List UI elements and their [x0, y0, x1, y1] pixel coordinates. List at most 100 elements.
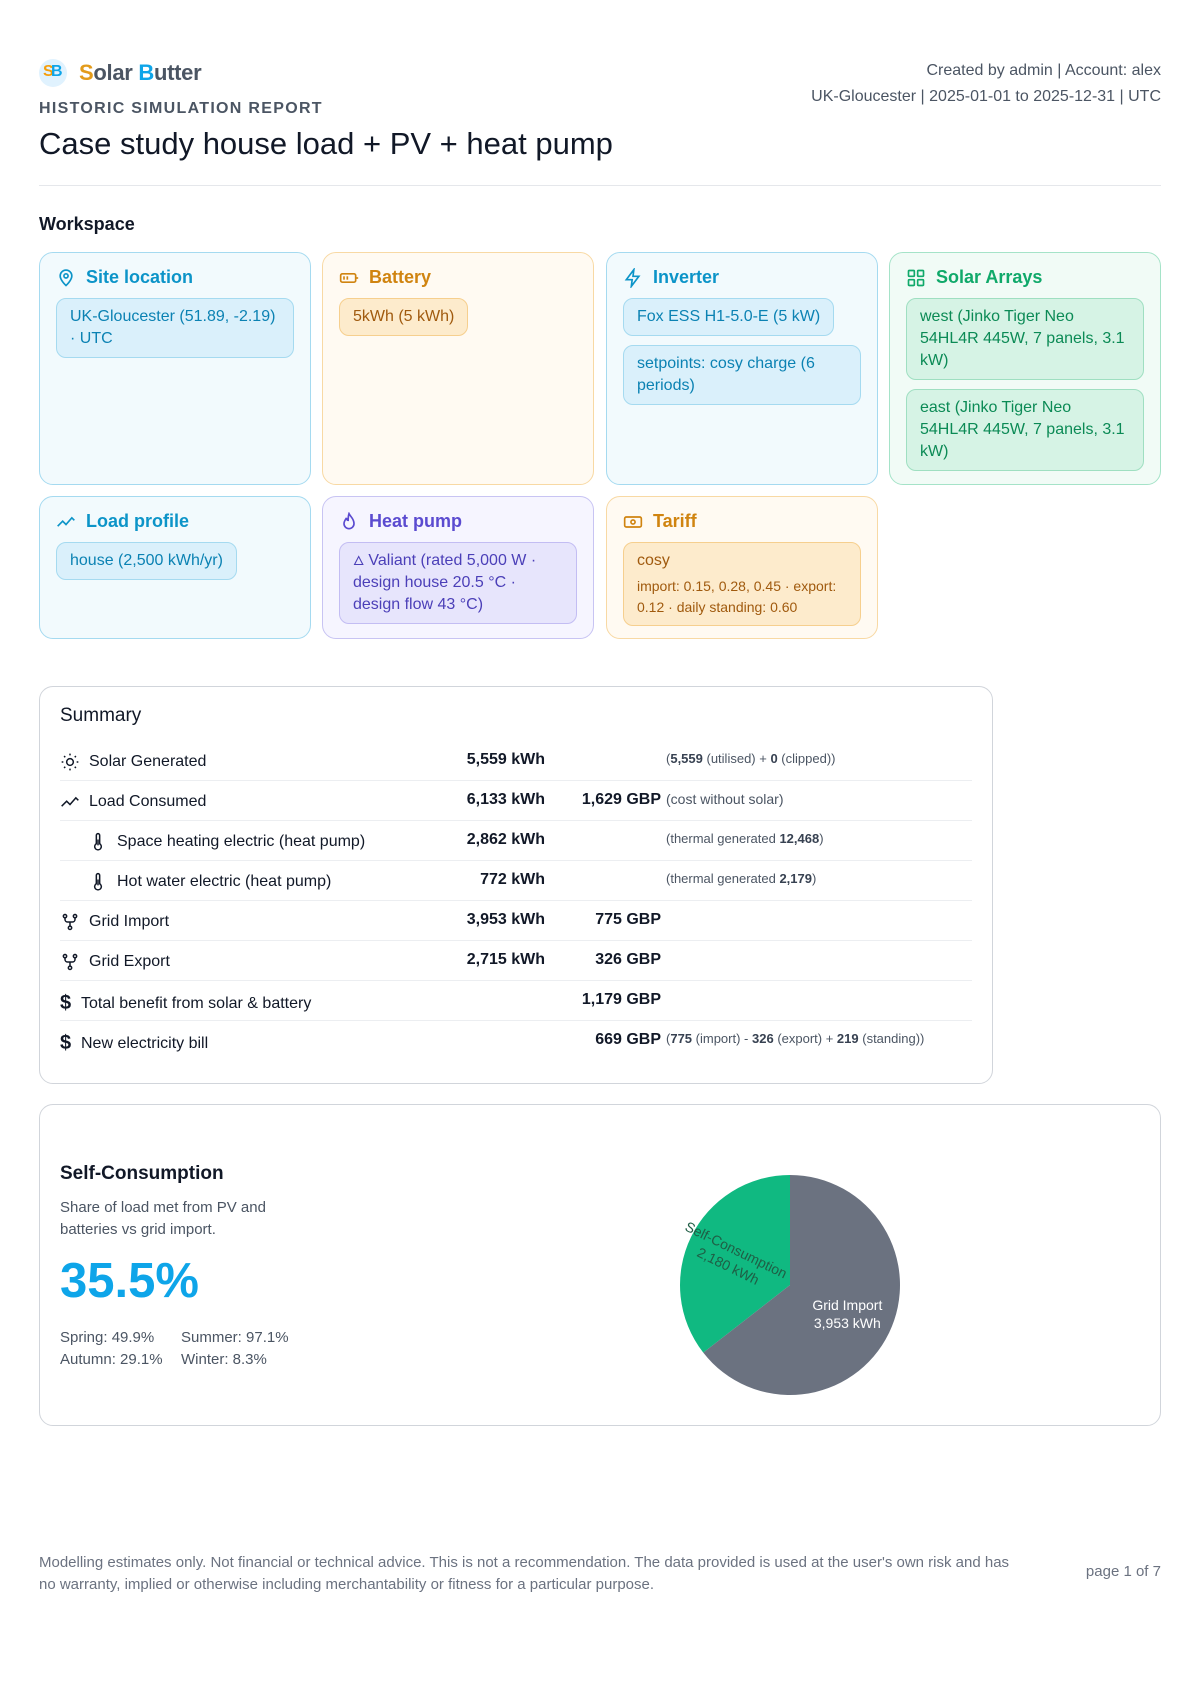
self-consumption-percent: 35.5% — [60, 1254, 199, 1308]
row-kwh: 5,559 kWh — [466, 751, 545, 768]
battery-chip: 5kWh (5 kWh) — [339, 298, 469, 336]
summary-row: Solar Generated 5,559 kWh (5,559 (utilis… — [60, 741, 972, 781]
dollar-icon: $ — [60, 1032, 72, 1054]
row-label: Grid Import — [60, 912, 169, 932]
row-label-text: New electricity bill — [81, 1034, 209, 1052]
thermometer-icon — [93, 832, 103, 851]
row-label-text: Total benefit from solar & battery — [81, 994, 312, 1012]
page-number: page 1 of 7 — [1085, 1563, 1161, 1580]
sun-icon — [61, 753, 79, 771]
battery-icon — [339, 272, 359, 283]
row-label: Load Consumed — [60, 792, 206, 812]
report-kind: HISTORIC SIMULATION REPORT — [39, 100, 323, 117]
self-consumption-description: Share of load met from PV and batteries … — [60, 1199, 266, 1238]
solar-array-west-chip: west (Jinko Tiger Neo 54HL4R 445W, 7 pan… — [906, 298, 1144, 380]
dollar-icon: $ — [60, 992, 72, 1014]
summary-row: Grid Export 2,715 kWh 326 GBP — [60, 941, 972, 981]
season-winter: Winter: 8.3% — [181, 1351, 267, 1368]
card-header: Heat pump — [339, 511, 577, 532]
card-title: Heat pump — [369, 511, 463, 531]
summary-row: $ Total benefit from solar & battery 1,1… — [60, 981, 972, 1021]
row-gbp: 775 GBP — [595, 911, 661, 928]
row-label-text: Space heating electric (heat pump) — [117, 833, 366, 850]
row-label-text: Hot water electric (heat pump) — [117, 873, 332, 890]
heat-pump-chip: 🜂 Valiant (rated 5,000 W · design house 2… — [339, 542, 577, 624]
page-title: Case study house load + PV + heat pump — [39, 126, 613, 161]
workspace-heading: Workspace — [39, 214, 135, 234]
row-note: (775 (import) - 326 (export) + 219 (stan… — [666, 1031, 925, 1046]
row-note: (cost without solar) — [666, 791, 784, 807]
season-autumn: Autumn: 29.1% — [60, 1351, 163, 1368]
row-kwh: 772 kWh — [480, 871, 545, 888]
footer-disclaimer: Modelling estimates only. Not financial … — [39, 1554, 1010, 1593]
row-note: (thermal generated 12,468) — [666, 831, 824, 846]
row-label: $ New electricity bill — [60, 1032, 208, 1055]
card-title: Solar Arrays — [936, 267, 1043, 287]
card-header: Site location — [56, 267, 294, 288]
battery-card: Battery 5kWh (5 kWh) — [322, 252, 594, 485]
trend-line-icon — [57, 516, 75, 527]
row-label-text: Grid Export — [89, 953, 170, 970]
meta-location-range: UK-Gloucester | 2025-01-01 to 2025-12-31… — [811, 88, 1161, 105]
row-label: Hot water electric (heat pump) — [88, 872, 331, 892]
brand-name: Solar Butter — [79, 60, 202, 85]
card-title: Inverter — [653, 267, 720, 287]
row-label-text: Grid Import — [89, 913, 170, 930]
summary-row: Load Consumed 6,133 kWh 1,629 GBP (cost … — [60, 781, 972, 821]
row-note: (5,559 (utilised) + 0 (clipped)) — [666, 751, 836, 766]
tariff-name: cosy — [637, 552, 670, 569]
inverter-card: Inverter Fox ESS H1-5.0-E (5 kW) setpoin… — [606, 252, 878, 485]
pie-slice-value: 3,953 kWh — [814, 1315, 881, 1331]
row-kwh: 3,953 kWh — [466, 911, 545, 928]
fork-icon — [62, 913, 78, 931]
summary-panel: Summary Solar Generated 5,559 kWh (5,559… — [39, 686, 993, 1084]
site-location-card: Site location UK-Gloucester (51.89, -2.1… — [39, 252, 311, 485]
map-pin-icon — [59, 268, 73, 287]
card-title: Tariff — [653, 511, 697, 531]
row-label: Space heating electric (heat pump) — [88, 832, 365, 852]
row-gbp: 326 GBP — [595, 951, 661, 968]
summary-title: Summary — [60, 705, 142, 726]
summary-row: Grid Import 3,953 kWh 775 GBP — [60, 901, 972, 941]
row-label-text: Load Consumed — [89, 793, 207, 810]
row-gbp: 1,629 GBP — [581, 791, 661, 808]
load-profile-card: Load profile house (2,500 kWh/yr) — [39, 496, 311, 639]
row-label: Grid Export — [60, 952, 170, 972]
solar-array-east-chip: east (Jinko Tiger Neo 54HL4R 445W, 7 pan… — [906, 389, 1144, 471]
site-chip: UK-Gloucester (51.89, -2.19) · UTC — [56, 298, 294, 358]
inverter-setpoints-chip: setpoints: cosy charge (6 periods) — [623, 345, 861, 405]
row-gbp: 1,179 GBP — [581, 991, 661, 1008]
card-title: Battery — [369, 267, 432, 287]
flame-icon — [343, 511, 355, 529]
tariff-card: Tariff cosy import: 0.15, 0.28, 0.45 · e… — [606, 496, 878, 639]
card-title: Load profile — [86, 511, 189, 531]
flame-small-icon: 🜂 — [353, 553, 365, 568]
season-spring: Spring: 49.9% — [60, 1329, 155, 1346]
row-label-text: Solar Generated — [89, 753, 207, 770]
card-header: Solar Arrays — [906, 267, 1144, 288]
row-label: $ Total benefit from solar & battery — [60, 992, 311, 1015]
self-consumption-title: Self-Consumption — [60, 1163, 224, 1184]
season-summer: Summer: 97.1% — [181, 1329, 289, 1346]
pie-slice-self-consumption — [680, 1175, 790, 1353]
card-header: Load profile — [56, 511, 294, 532]
inverter-model-chip: Fox ESS H1-5.0-E (5 kW) — [623, 298, 835, 336]
meta-created-by: Created by admin | Account: alex — [926, 62, 1161, 79]
card-title: Site location — [86, 267, 194, 287]
fork-icon — [62, 953, 78, 971]
summary-row: Hot water electric (heat pump) 772 kWh (… — [60, 861, 972, 901]
heat-pump-card: Heat pump 🜂 Valiant (rated 5,000 W · desi… — [322, 496, 594, 639]
pie-slice-label: Grid Import — [812, 1297, 882, 1313]
card-header: Inverter — [623, 267, 861, 288]
heat-pump-chip-text: Valiant (rated 5,000 W · design house 20… — [353, 552, 537, 613]
solar-arrays-card: Solar Arrays west (Jinko Tiger Neo 54HL4… — [889, 252, 1161, 485]
grid-icon — [907, 269, 925, 286]
card-header: Tariff — [623, 511, 861, 532]
pie-slice-grid-import — [703, 1175, 900, 1395]
card-header: Battery — [339, 267, 577, 288]
load-profile-chip: house (2,500 kWh/yr) — [56, 542, 237, 580]
row-gbp: 669 GBP — [595, 1031, 661, 1048]
